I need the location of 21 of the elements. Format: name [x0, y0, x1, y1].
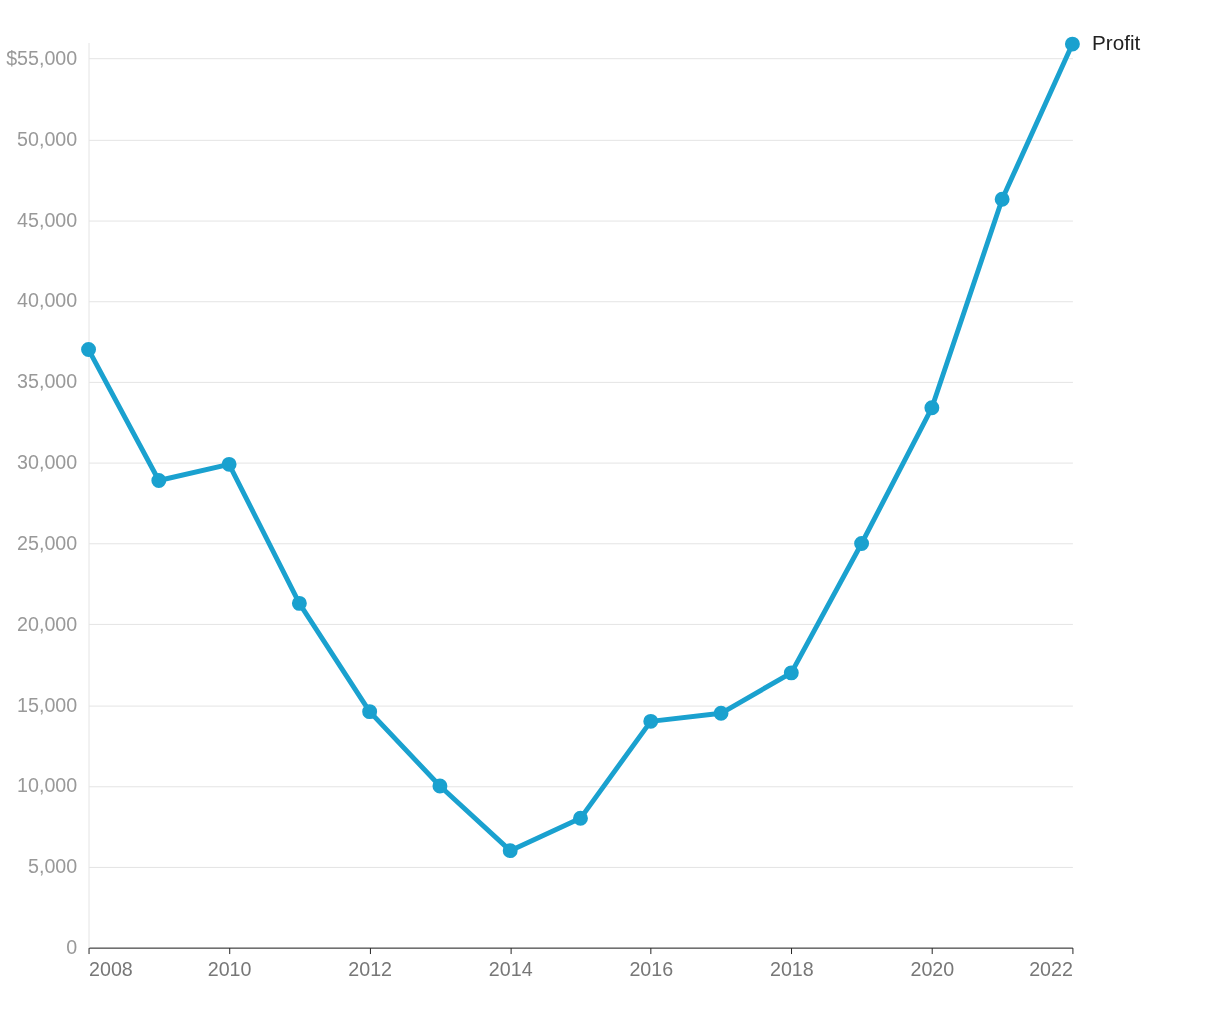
y-tick-label: 50,000	[17, 127, 78, 150]
y-tick-label: 5,000	[28, 855, 78, 878]
y-tick-label: 10,000	[17, 774, 78, 797]
y-tick-label: 45,000	[17, 208, 78, 231]
y-tick-label: 0	[66, 936, 78, 959]
y-tick-label: 40,000	[17, 289, 78, 312]
x-tick-label: 2012	[348, 957, 393, 980]
y-tick-label: 30,000	[17, 451, 78, 474]
series-label: Profit	[1092, 31, 1141, 54]
x-tick-label: 2010	[207, 957, 252, 980]
x-tick-label: 2018	[769, 957, 814, 980]
x-tick-label: 2020	[910, 957, 955, 980]
y-tick-label: 20,000	[17, 612, 78, 635]
x-tick-label: 2008	[89, 957, 133, 980]
x-tick-label: 2014	[488, 957, 533, 980]
x-tick-label: 2022	[1029, 957, 1073, 980]
y-tick-label: 35,000	[17, 370, 78, 393]
y-tick-label: 25,000	[17, 531, 78, 554]
x-tick-label: 2016	[629, 957, 674, 980]
y-tick-label: 15,000	[17, 693, 78, 716]
y-tick-label: $55,000	[6, 47, 78, 70]
